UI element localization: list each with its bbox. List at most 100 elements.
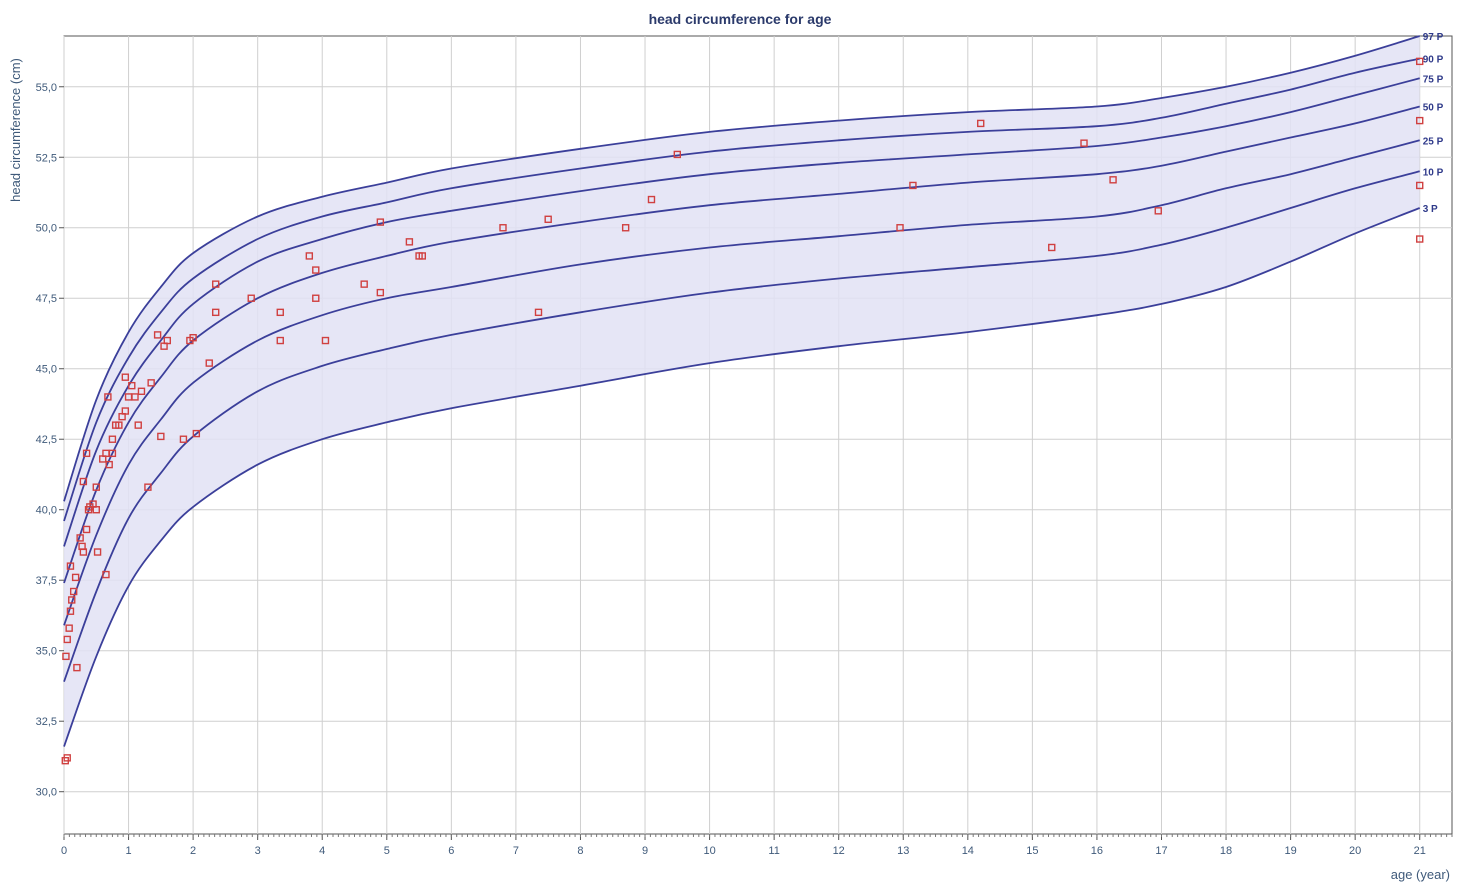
x-axis-title: age (year)	[1391, 867, 1450, 882]
percentile-curve	[63, 35, 1420, 502]
measurement-point	[1080, 139, 1088, 147]
percentile-curve	[63, 139, 1420, 626]
measurement-point	[147, 379, 155, 387]
measurement-point	[153, 331, 162, 339]
x-tick-label: 17	[1155, 845, 1167, 857]
measurement-point	[157, 432, 165, 441]
measurement-point	[63, 754, 71, 762]
x-tick-label: 11	[768, 845, 779, 857]
y-tick-label: 55,0	[36, 82, 57, 94]
chart-title: head circumference for age	[649, 11, 832, 27]
measurement-point	[163, 336, 171, 345]
y-tick-label: 50,0	[36, 223, 57, 235]
measurement-point	[102, 570, 110, 579]
measurement-point	[360, 280, 368, 288]
measurement-point	[405, 238, 414, 246]
measurement-point	[205, 359, 213, 367]
percentile-curve	[63, 170, 1420, 683]
percentile-curve	[63, 207, 1421, 747]
measurement-point	[69, 587, 78, 596]
measurement-point	[321, 336, 330, 345]
x-tick-label: 7	[513, 845, 519, 857]
x-axis: 0 1 2 3 4 5 6 7 8 9 10 11 12 13 14 15 16 17 18 19 20 21	[61, 834, 1453, 857]
measurement-point	[1109, 176, 1117, 184]
measurement-point	[1416, 235, 1424, 243]
measurement-point	[108, 449, 117, 458]
measurement-point	[305, 252, 314, 260]
x-tick-label: 8	[577, 845, 583, 857]
x-tick-label: 9	[642, 845, 648, 857]
measurement-point	[896, 224, 904, 232]
y-axis: 30,0 32,5 35,0 37,5 40,0 42,5 45,0 47,5 50,0 52,5…	[36, 82, 64, 799]
percentile-curve	[63, 77, 1420, 547]
measurement-point	[1154, 207, 1162, 215]
x-tick-label: 2	[190, 845, 196, 857]
measurement-point	[63, 635, 71, 644]
measurement-point	[128, 381, 136, 390]
measurement-point	[312, 294, 320, 302]
measurement-point	[104, 393, 112, 401]
measurement-point	[73, 663, 81, 672]
measurement-point	[247, 294, 255, 302]
measurement-point	[418, 252, 426, 260]
percentile-label: 10 P	[1423, 167, 1444, 178]
percentile-curve	[63, 57, 1420, 522]
measurement-point	[499, 224, 507, 232]
percentile-label: 97 P	[1423, 32, 1444, 43]
measurement-point	[66, 562, 75, 570]
y-tick-label: 47,5	[36, 293, 57, 305]
measurement-point	[192, 429, 201, 438]
measurement-point	[65, 624, 73, 632]
x-tick-label: 12	[833, 845, 845, 857]
measurement-point	[82, 525, 91, 534]
measurement-point	[62, 652, 70, 661]
measurement-point	[105, 460, 113, 469]
measurement-point	[121, 407, 130, 415]
measurement-point	[137, 387, 146, 395]
x-tick-label: 19	[1284, 845, 1296, 857]
measurement-point	[115, 421, 123, 429]
measurement-point	[1416, 181, 1424, 190]
measurement-point	[312, 266, 320, 274]
measurement-point	[79, 477, 88, 486]
measurement-point	[909, 181, 917, 190]
x-tick-label: 10	[703, 845, 715, 857]
measurement-point	[621, 224, 630, 232]
percentile-band	[64, 36, 1420, 747]
y-axis-title: head circumference (cm)	[8, 58, 23, 202]
x-tick-label: 0	[61, 845, 67, 857]
measurement-point	[93, 548, 102, 556]
measurement-point	[212, 280, 220, 288]
y-tick-label: 42,5	[36, 434, 57, 446]
x-tick-label: 6	[448, 845, 454, 857]
measurement-point	[76, 534, 84, 542]
x-tick-label: 4	[319, 845, 325, 857]
measurement-point	[1048, 243, 1056, 252]
measurement-point	[189, 334, 197, 342]
y-tick-label: 52,5	[36, 152, 57, 164]
x-tick-label: 16	[1091, 845, 1103, 857]
measurement-point	[276, 308, 284, 317]
x-tick-label: 5	[384, 845, 390, 857]
x-tick-label: 14	[962, 845, 974, 857]
x-tick-label: 18	[1220, 845, 1232, 857]
measurement-point	[79, 548, 88, 556]
measurement-points	[61, 57, 1424, 765]
measurement-point	[1416, 57, 1424, 66]
measurement-point	[68, 596, 76, 604]
measurement-point	[647, 195, 656, 204]
measurement-point	[544, 215, 552, 223]
y-tick-label: 45,0	[36, 364, 57, 376]
measurement-point	[276, 336, 284, 345]
measurement-point	[376, 218, 385, 226]
percentile-label: 25 P	[1423, 136, 1444, 147]
y-tick-label: 30,0	[36, 787, 57, 799]
percentile-curves	[63, 35, 1421, 747]
measurement-point	[92, 506, 100, 514]
measurement-point	[673, 150, 682, 159]
x-tick-label: 15	[1026, 845, 1038, 857]
percentile-band-area	[64, 36, 1420, 747]
percentile-label: 50 P	[1423, 102, 1444, 113]
measurement-point	[144, 483, 152, 491]
